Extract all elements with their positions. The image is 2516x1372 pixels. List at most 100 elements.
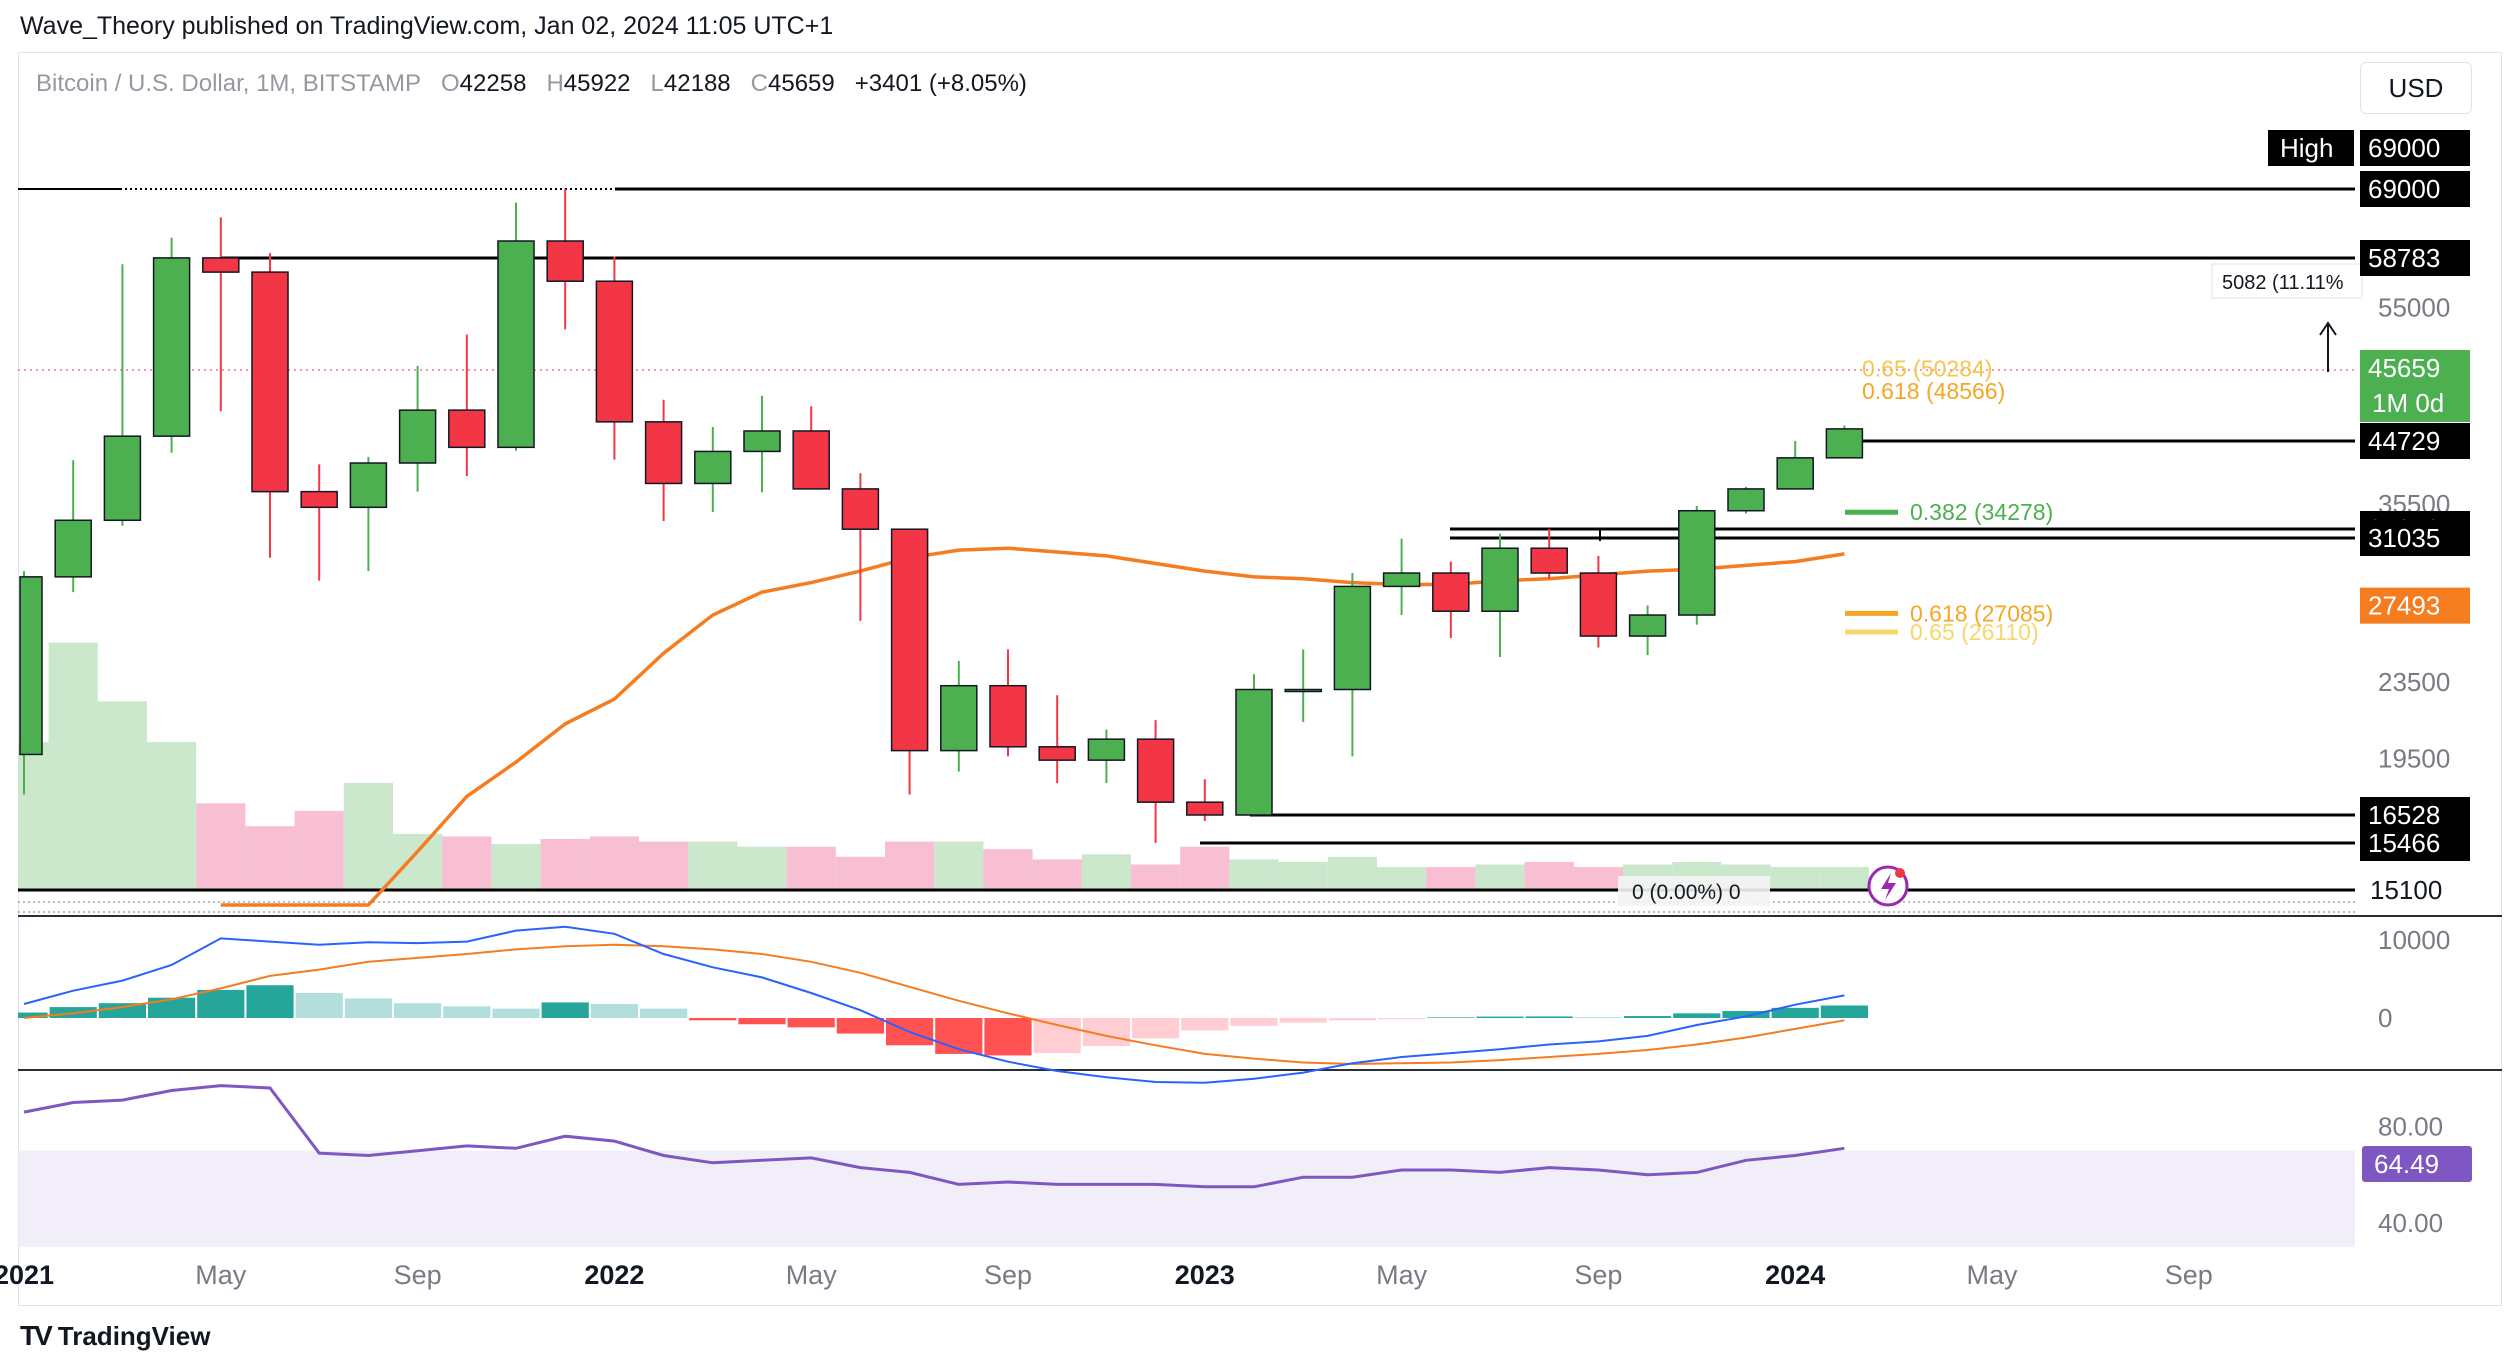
macd-histogram-bar — [1624, 1016, 1672, 1018]
rsi-axis-tick: 80.00 — [2378, 1112, 2443, 1142]
volume-bar — [442, 836, 492, 890]
macd-histogram-bar — [1230, 1018, 1278, 1026]
volume-bar — [737, 846, 787, 890]
tradingview-brand[interactable]: TV TradingView — [20, 1320, 210, 1352]
chart-frame[interactable] — [18, 52, 2502, 1306]
currency-button[interactable]: USD — [2360, 62, 2472, 114]
zero-label-bg — [1618, 876, 1770, 906]
candle-2021-08 — [398, 365, 437, 492]
volume-bar — [147, 742, 197, 890]
candle-2021-05 — [251, 253, 289, 558]
fib-label: 0.65 (26110) — [1910, 619, 2039, 645]
volume-bar — [1475, 864, 1525, 890]
macd-histogram-bar — [1722, 1010, 1770, 1018]
high-value: 69000 — [2368, 133, 2440, 163]
candle-body — [1481, 547, 1519, 612]
low-value: 42188 — [663, 70, 731, 97]
time-label: May — [1376, 1260, 1428, 1290]
macd-histogram-bar — [246, 985, 294, 1018]
time-label: 2024 — [1765, 1260, 1825, 1290]
candle-body — [940, 684, 978, 752]
candle-body — [448, 409, 486, 449]
macd-histogram-bar — [295, 993, 343, 1018]
candle-2021-07 — [349, 456, 388, 572]
candle-body — [595, 280, 634, 423]
volume-bar — [97, 701, 147, 890]
ema-line — [220, 546, 1845, 907]
volume-bar — [1573, 867, 1623, 890]
macd-histogram-bar — [394, 1003, 442, 1018]
candle-2023-07 — [1530, 529, 1568, 579]
measure-box — [2211, 263, 2363, 299]
symbol-legend[interactable]: Bitcoin / U.S. Dollar, 1M, BITSTAMP O422… — [36, 70, 1027, 98]
time-label: Sep — [984, 1260, 1032, 1290]
candle-body — [1333, 585, 1372, 691]
macd-histogram-bar — [1033, 1018, 1081, 1054]
volume-bar — [1180, 846, 1230, 890]
candle-2024-01 — [1825, 425, 1864, 459]
candle-body — [841, 488, 880, 530]
candle-body — [349, 462, 388, 509]
time-label: 2022 — [584, 1260, 644, 1290]
fib-label: 0.65 (50284) — [1862, 356, 1992, 382]
price-tick: 23500 — [2378, 667, 2450, 697]
time-label: 2021 — [0, 1260, 54, 1290]
candle-body — [792, 430, 830, 490]
lightning-icon-dot — [1895, 868, 1905, 878]
fib-label: 0.618 (27085) — [1910, 600, 2053, 626]
candle-body — [19, 576, 43, 756]
time-label: May — [195, 1260, 247, 1290]
volume-bar — [393, 833, 443, 890]
candle-body — [694, 450, 732, 485]
measure-label: 5082 (11.11% — [2222, 272, 2344, 294]
level-tag-bg — [2360, 520, 2470, 556]
volume-bar — [196, 803, 246, 890]
change-value: +3401 (+8.05%) — [854, 70, 1027, 97]
volume-bar — [1426, 867, 1476, 890]
volume-bar — [1819, 867, 1869, 890]
volume-bar — [934, 841, 984, 890]
candle-2023-08 — [1579, 555, 1618, 648]
macd-histogram-bar — [689, 1018, 737, 1021]
level-tag-15100: 15100 — [2370, 875, 2442, 905]
brand-name: TradingView — [57, 1320, 211, 1351]
macd-histogram-bar — [1181, 1018, 1229, 1031]
candle-2021-01 — [54, 460, 92, 593]
volume-bar — [885, 841, 935, 890]
candle-body — [1825, 428, 1864, 459]
level-tag-58783: 58783 — [2368, 243, 2440, 273]
macd-histogram-bar — [738, 1018, 786, 1025]
high-value-bg — [2360, 130, 2470, 166]
rsi-value: 64.49 — [2374, 1149, 2439, 1179]
candle-2023-01 — [1235, 674, 1273, 816]
level-tag-bg — [2360, 423, 2470, 459]
level-tag-bg — [2360, 171, 2470, 207]
time-label: Sep — [394, 1260, 442, 1290]
time-label: May — [1966, 1260, 2018, 1290]
open-key: O — [441, 70, 460, 97]
candle-2023-12 — [1776, 441, 1814, 490]
macd-histogram-bar — [443, 1006, 491, 1018]
countdown-value: 1M 0d — [2372, 388, 2444, 418]
volume-bar — [1229, 859, 1279, 890]
rsi-pane: 80.00 40.00 64.49 — [18, 1084, 2472, 1248]
macd-histogram-bar — [1771, 1007, 1819, 1018]
candle-body — [54, 519, 92, 578]
macd-histogram-bar — [1673, 1013, 1721, 1018]
candle-2023-06 — [1481, 533, 1519, 658]
time-label: May — [786, 1260, 838, 1290]
macd-histogram-bar — [1427, 1017, 1475, 1018]
volume-bar — [491, 844, 541, 890]
volume-area — [18, 642, 1869, 890]
volume-bar — [1327, 856, 1377, 890]
volume-bar — [1770, 867, 1820, 890]
candle-2022-12 — [1186, 779, 1224, 822]
chart-background — [18, 369, 2502, 1071]
candle-body — [1235, 688, 1273, 816]
level-tag-bg — [2360, 240, 2470, 276]
macd-signal-line — [23, 943, 1845, 1066]
ema-30-line — [220, 546, 1845, 907]
macd-histogram-bar — [1328, 1018, 1376, 1021]
